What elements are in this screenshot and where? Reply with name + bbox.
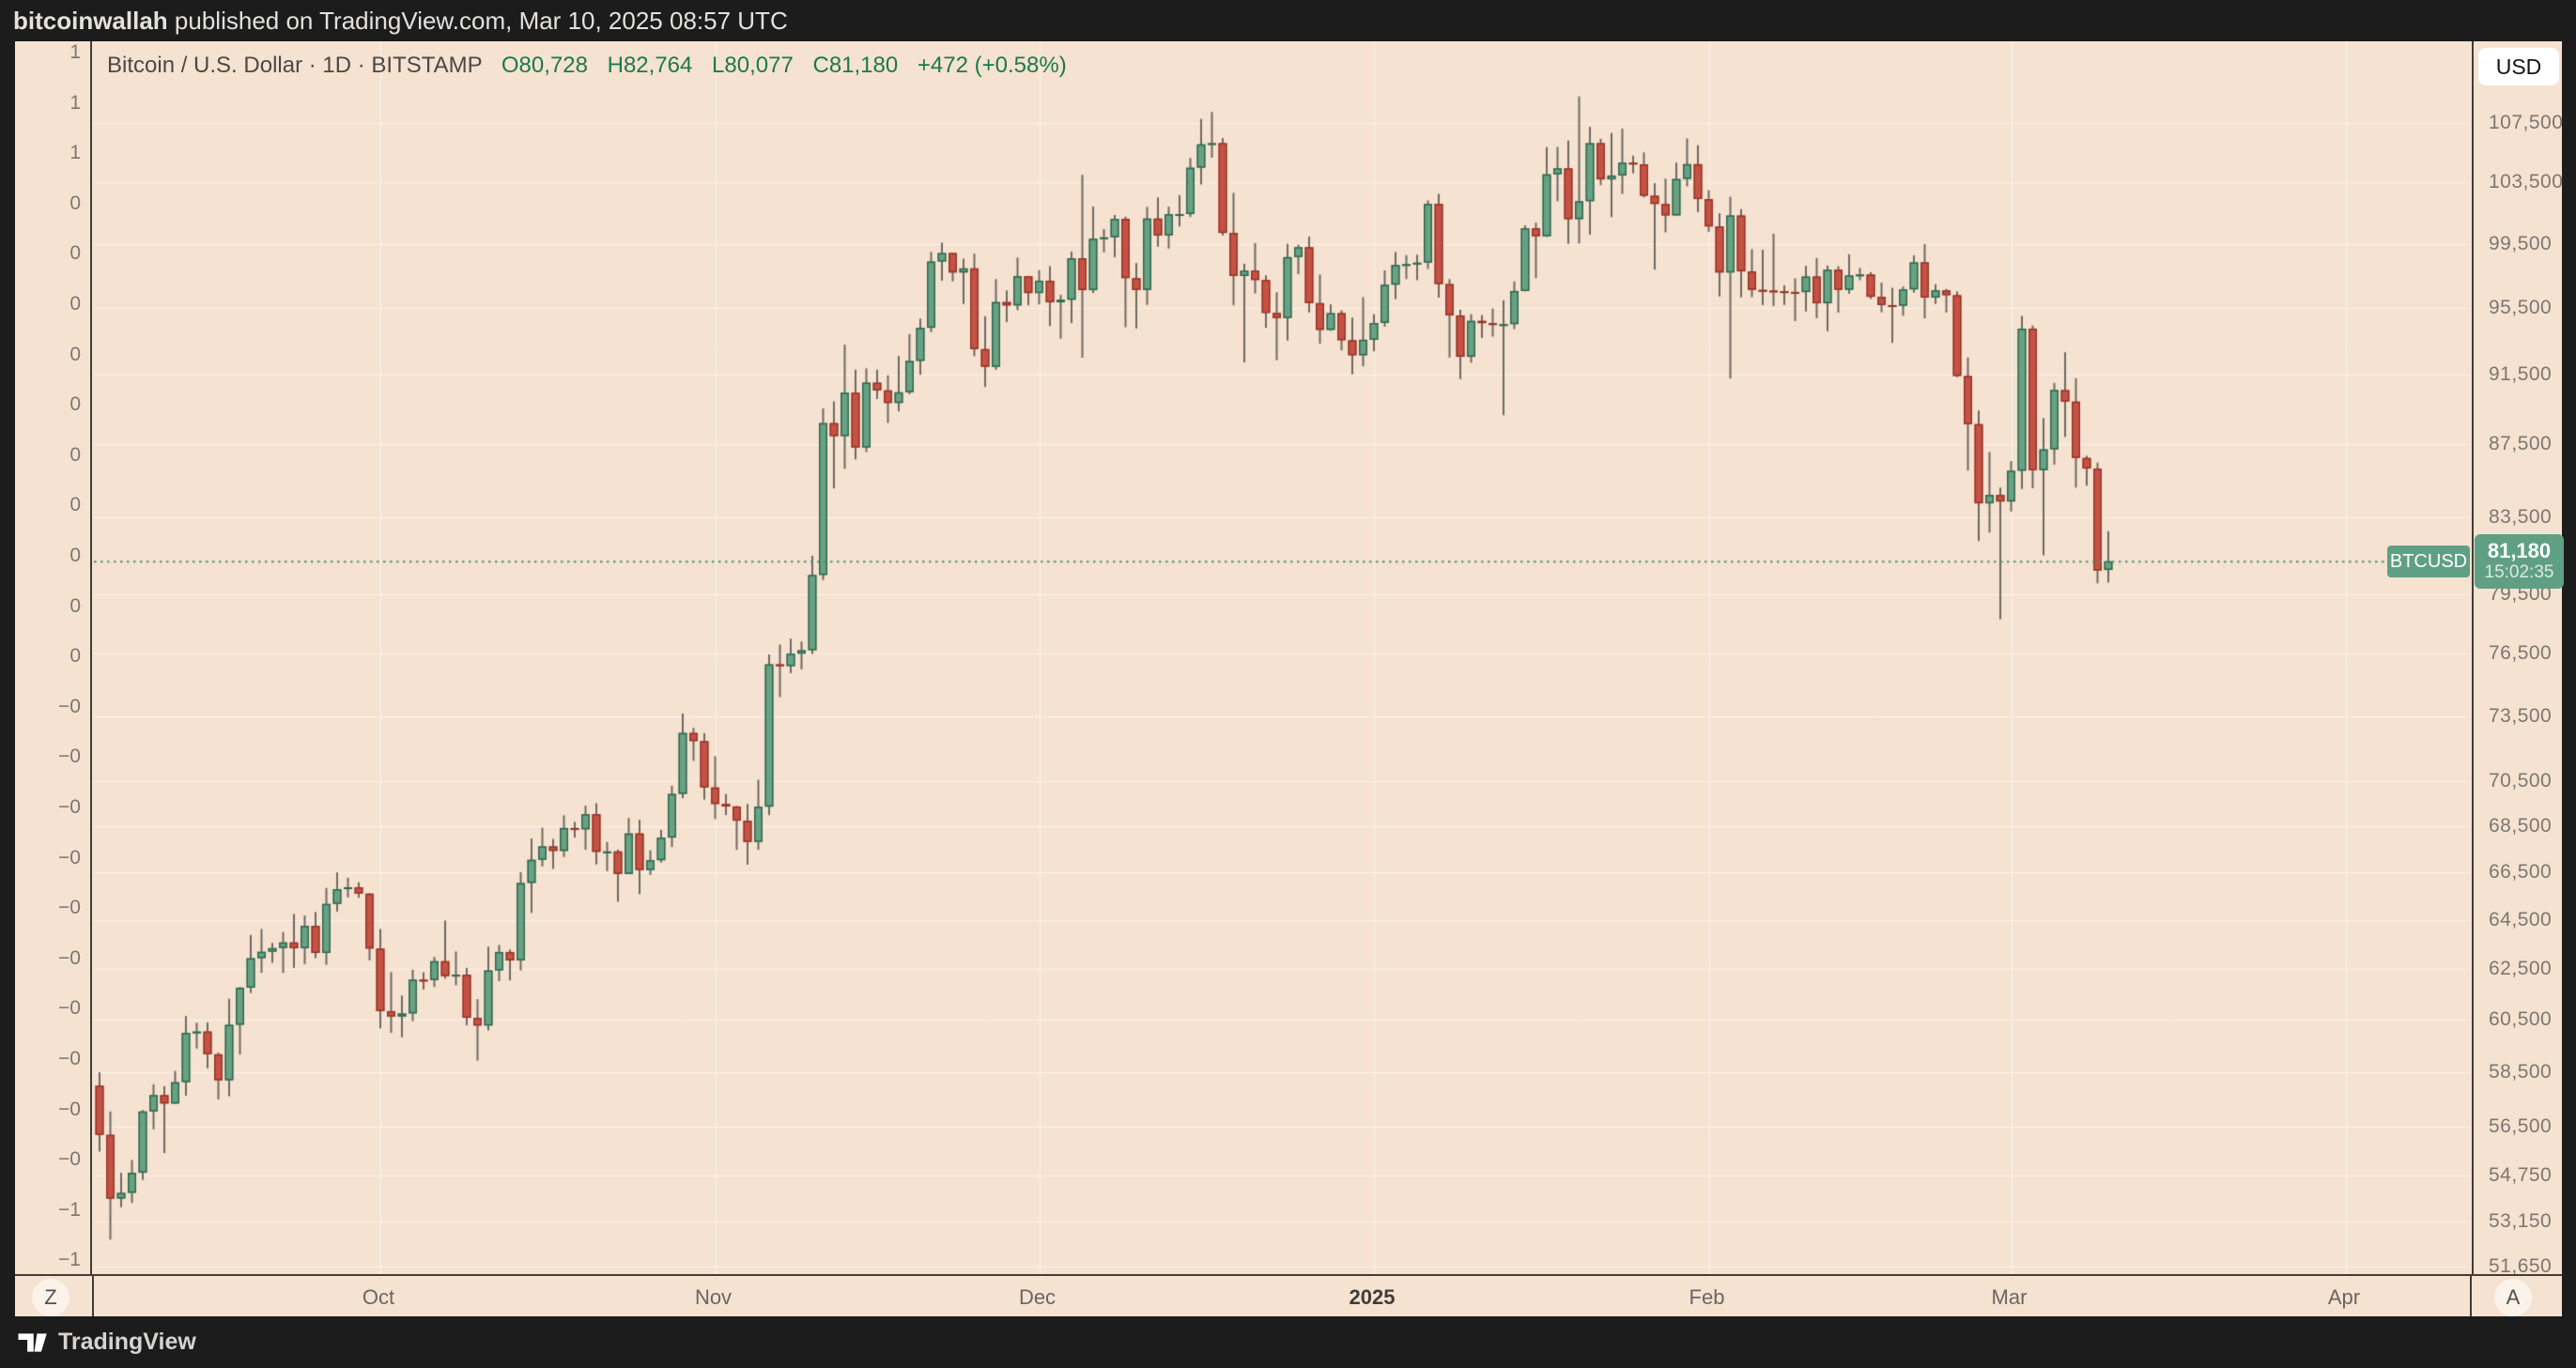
- indicator-tick-label: −0: [58, 846, 81, 868]
- indicator-tick-label: 0: [69, 645, 81, 668]
- attribution-username: bitcoinwallah: [13, 7, 168, 35]
- price-tick-label: 64,500: [2489, 908, 2553, 930]
- indicator-tick-label: 0: [69, 343, 81, 365]
- indicator-tick-label: −1: [58, 1198, 81, 1221]
- indicator-tick-label: 0: [69, 545, 81, 566]
- indicator-tick-label: −1: [58, 1249, 81, 1271]
- indicator-tick-label: −0: [58, 745, 81, 768]
- indicator-tick-label: 0: [69, 192, 81, 214]
- time-tick-label[interactable]: Dec: [1018, 1285, 1057, 1309]
- price-tick-label: 95,500: [2489, 296, 2553, 318]
- time-tick-label[interactable]: Apr: [2327, 1285, 2361, 1309]
- ohlc-high: H82,764: [607, 53, 693, 78]
- symbol-legend: Bitcoin / U.S. Dollar · 1D · BITSTAMP O8…: [107, 53, 1080, 79]
- time-scale-right-separator: [2470, 1276, 2472, 1318]
- indicator-tick-label: 0: [69, 293, 81, 315]
- price-line-symbol-badge: BTCUSD: [2387, 545, 2470, 577]
- price-tick-label: 54,750: [2489, 1164, 2553, 1187]
- price-tick-label: 103,500: [2489, 171, 2564, 193]
- indicator-tick-label: −0: [58, 1048, 81, 1069]
- indicator-tick-label: 0: [69, 594, 81, 617]
- price-tick-label: 56,500: [2489, 1114, 2553, 1137]
- indicator-tick-label: −0: [58, 997, 81, 1020]
- footer-brand[interactable]: TradingView: [58, 1329, 196, 1355]
- candlestick-chart-canvas[interactable]: [94, 41, 2470, 1274]
- time-scale-left-separator: [92, 1276, 94, 1318]
- indicator-tick-label: −0: [58, 897, 81, 919]
- attribution-bar: bitcoinwallah published on TradingView.c…: [0, 0, 2576, 41]
- price-tick-label: 107,500: [2489, 112, 2564, 134]
- time-tick-label[interactable]: Mar: [1991, 1285, 2028, 1309]
- price-tick-label: 66,500: [2489, 861, 2553, 884]
- chart-widget: 1 1 1 0 0 0 0 0 0 0 0 0 0 −0 −0 −0 −0 −0 −0 −0 −0 −0 −0 −1 −1 Bi…: [15, 41, 2564, 1318]
- price-tick-label: 60,500: [2489, 1008, 2553, 1031]
- ohlc-close: C81,180: [812, 53, 899, 78]
- ohlc-open: O80,728: [501, 53, 588, 78]
- indicator-tick-label: 1: [69, 41, 81, 63]
- auto-scale-button[interactable]: A: [2494, 1279, 2532, 1316]
- indicator-tick-label: 0: [69, 443, 81, 466]
- time-tick-label[interactable]: Oct: [362, 1285, 395, 1309]
- right-price-scale[interactable]: USD 107,500 103,500 99,500 95,500 91,500 87,5…: [2472, 41, 2564, 1277]
- price-tick-label: 51,650: [2489, 1254, 2553, 1277]
- ohlc-readout: O80,728 H82,764 L80,077 C81,180 +472 (+0…: [501, 53, 1080, 78]
- time-scale[interactable]: Z Oct Nov Dec 2025 Feb Mar Apr A: [15, 1274, 2562, 1318]
- last-price-badge: 81,180 15:02:35: [2475, 533, 2564, 589]
- left-price-scale[interactable]: 1 1 1 0 0 0 0 0 0 0 0 0 0 −0 −0 −0 −0 −0 −0 −0 −0 −0 −0 −1 −1: [15, 41, 92, 1274]
- footer: TradingView: [0, 1316, 2576, 1368]
- ohlc-low: L80,077: [712, 53, 794, 78]
- indicator-tick-label: 0: [69, 242, 81, 265]
- price-tick-label: 70,500: [2489, 770, 2553, 792]
- indicator-tick-label: −0: [58, 796, 81, 818]
- tradingview-logo-icon[interactable]: [17, 1330, 49, 1355]
- price-tick-label: 73,500: [2489, 704, 2553, 727]
- time-tick-label[interactable]: Nov: [694, 1285, 733, 1309]
- indicator-tick-label: −0: [58, 946, 81, 969]
- indicator-tick-label: 1: [69, 142, 81, 164]
- currency-button[interactable]: USD: [2478, 48, 2559, 85]
- plot-area[interactable]: Bitcoin / U.S. Dollar · 1D · BITSTAMP O8…: [94, 41, 2470, 1274]
- indicator-tick-label: 1: [69, 91, 81, 114]
- price-tick-label: 91,500: [2489, 362, 2553, 385]
- indicator-tick-label: 0: [69, 393, 81, 416]
- ohlc-change: +472 (+0.58%): [917, 53, 1067, 78]
- bar-countdown: 15:02:35: [2484, 561, 2554, 582]
- timescale-z-button[interactable]: Z: [32, 1279, 69, 1316]
- indicator-tick-label: −0: [58, 1148, 81, 1171]
- time-tick-label[interactable]: 2025: [1349, 1285, 1396, 1309]
- time-tick-label[interactable]: Feb: [1689, 1285, 1725, 1309]
- last-price-value: 81,180: [2487, 538, 2552, 562]
- price-tick-label: 62,500: [2489, 958, 2553, 980]
- indicator-tick-label: −0: [58, 695, 81, 717]
- price-tick-label: 58,500: [2489, 1061, 2553, 1084]
- price-tick-label: 87,500: [2489, 433, 2553, 455]
- symbol-title[interactable]: Bitcoin / U.S. Dollar · 1D · BITSTAMP: [107, 53, 483, 78]
- indicator-tick-label: 0: [69, 494, 81, 516]
- attribution-text: published on TradingView.com, Mar 10, 20…: [174, 7, 788, 35]
- price-tick-label: 76,500: [2489, 642, 2553, 665]
- indicator-tick-label: −0: [58, 1098, 81, 1120]
- price-tick-label: 53,150: [2489, 1210, 2553, 1233]
- price-tick-label: 68,500: [2489, 814, 2553, 837]
- price-tick-label: 99,500: [2489, 232, 2553, 254]
- price-tick-label: 83,500: [2489, 505, 2553, 528]
